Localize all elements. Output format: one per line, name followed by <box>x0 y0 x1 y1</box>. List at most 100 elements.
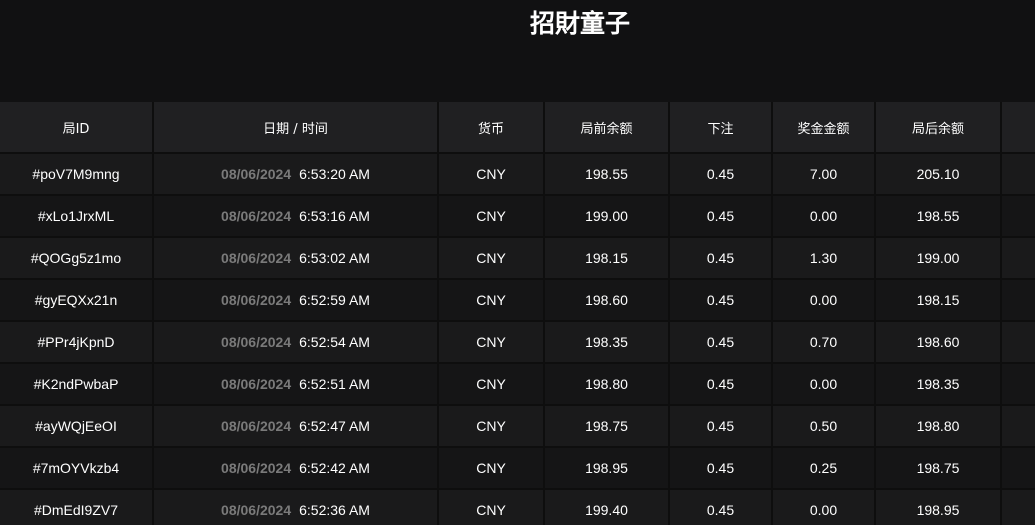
win-amount-cell: 0.00 <box>772 363 876 406</box>
win-amount-cell: 0.50 <box>772 405 876 448</box>
time: 6:52:54 AM <box>299 334 370 350</box>
round-id-cell: #7mOYVkzb4 <box>0 447 154 490</box>
extra-cell <box>1001 279 1035 322</box>
currency-cell: CNY <box>438 321 545 364</box>
time: 6:52:36 AM <box>299 502 370 518</box>
round-id-cell: #gyEQXx21n <box>0 279 154 322</box>
extra-cell <box>1001 195 1035 238</box>
balance-after-cell: 198.75 <box>875 447 1002 490</box>
bet-cell: 0.45 <box>669 153 773 196</box>
date: 08/06/2024 <box>221 460 292 476</box>
table-row[interactable]: #QOGg5z1mo 08/06/2024 6:53:02 AM CNY 198.15 0… <box>0 237 1035 280</box>
datetime-cell: 08/06/2024 6:53:20 AM <box>153 153 439 196</box>
time: 6:53:20 AM <box>299 166 370 182</box>
datetime-cell: 08/06/2024 6:52:42 AM <box>153 447 439 490</box>
history-table: 局ID 日期 / 时间 货币 局前余额 下注 奖金金额 局后余额 #poV7M9mng 08/… <box>0 102 1035 525</box>
currency-cell: CNY <box>438 195 545 238</box>
balance-after-cell: 199.00 <box>875 237 1002 280</box>
balance-before-cell: 199.40 <box>544 489 670 525</box>
time: 6:52:59 AM <box>299 292 370 308</box>
date: 08/06/2024 <box>221 502 292 518</box>
table-row[interactable]: #DmEdI9ZV7 08/06/2024 6:52:36 AM CNY 199.40 0… <box>0 489 1035 525</box>
datetime-cell: 08/06/2024 6:52:36 AM <box>153 489 439 525</box>
currency-cell: CNY <box>438 237 545 280</box>
round-id-cell: #ayWQjEeOI <box>0 405 154 448</box>
round-id-cell: #PPr4jKpnD <box>0 321 154 364</box>
balance-before-cell: 199.00 <box>544 195 670 238</box>
page-title: 招財童子 <box>529 9 630 38</box>
currency-cell: CNY <box>438 279 545 322</box>
date: 08/06/2024 <box>221 250 292 266</box>
column-header-datetime: 日期 / 时间 <box>153 102 439 154</box>
extra-cell <box>1001 405 1035 448</box>
datetime-cell: 08/06/2024 6:52:59 AM <box>153 279 439 322</box>
bet-cell: 0.45 <box>669 321 773 364</box>
date: 08/06/2024 <box>221 166 292 182</box>
win-amount-cell: 0.00 <box>772 279 876 322</box>
column-header-currency: 货币 <box>438 102 545 154</box>
page-header: 招財童子 <box>0 0 1035 102</box>
balance-after-cell: 198.55 <box>875 195 1002 238</box>
bet-cell: 0.45 <box>669 195 773 238</box>
datetime-cell: 08/06/2024 6:52:47 AM <box>153 405 439 448</box>
balance-after-cell: 198.95 <box>875 489 1002 525</box>
table-row[interactable]: #ayWQjEeOI 08/06/2024 6:52:47 AM CNY 198.75 0… <box>0 405 1035 448</box>
balance-before-cell: 198.80 <box>544 363 670 406</box>
column-header-balance-after: 局后余额 <box>875 102 1002 154</box>
bet-cell: 0.45 <box>669 405 773 448</box>
round-id-cell: #poV7M9mng <box>0 153 154 196</box>
win-amount-cell: 0.25 <box>772 447 876 490</box>
round-id-cell: #QOGg5z1mo <box>0 237 154 280</box>
currency-cell: CNY <box>438 363 545 406</box>
currency-cell: CNY <box>438 153 545 196</box>
datetime-cell: 08/06/2024 6:52:54 AM <box>153 321 439 364</box>
win-amount-cell: 0.00 <box>772 195 876 238</box>
balance-after-cell: 198.35 <box>875 363 1002 406</box>
datetime-cell: 08/06/2024 6:53:02 AM <box>153 237 439 280</box>
date: 08/06/2024 <box>221 376 292 392</box>
table-row[interactable]: #poV7M9mng 08/06/2024 6:53:20 AM CNY 198.55 0… <box>0 153 1035 196</box>
round-id-cell: #DmEdI9ZV7 <box>0 489 154 525</box>
table-row[interactable]: #xLo1JrxML 08/06/2024 6:53:16 AM CNY 199.00 0… <box>0 195 1035 238</box>
extra-cell <box>1001 489 1035 525</box>
bet-cell: 0.45 <box>669 363 773 406</box>
datetime-cell: 08/06/2024 6:53:16 AM <box>153 195 439 238</box>
table-row[interactable]: #K2ndPwbaP 08/06/2024 6:52:51 AM CNY 198.80 0… <box>0 363 1035 406</box>
column-header-balance-before: 局前余额 <box>544 102 670 154</box>
time: 6:52:47 AM <box>299 418 370 434</box>
win-amount-cell: 1.30 <box>772 237 876 280</box>
bet-cell: 0.45 <box>669 447 773 490</box>
balance-before-cell: 198.75 <box>544 405 670 448</box>
currency-cell: CNY <box>438 489 545 525</box>
balance-before-cell: 198.55 <box>544 153 670 196</box>
balance-before-cell: 198.60 <box>544 279 670 322</box>
table-row[interactable]: #7mOYVkzb4 08/06/2024 6:52:42 AM CNY 198.95 0… <box>0 447 1035 490</box>
balance-after-cell: 198.15 <box>875 279 1002 322</box>
extra-cell <box>1001 363 1035 406</box>
extra-cell <box>1001 153 1035 196</box>
round-id-cell: #xLo1JrxML <box>0 195 154 238</box>
extra-cell <box>1001 237 1035 280</box>
table-row[interactable]: #gyEQXx21n 08/06/2024 6:52:59 AM CNY 198.60 0… <box>0 279 1035 322</box>
balance-before-cell: 198.95 <box>544 447 670 490</box>
column-header-round-id: 局ID <box>0 102 154 154</box>
extra-cell <box>1001 447 1035 490</box>
date: 08/06/2024 <box>221 334 292 350</box>
balance-after-cell: 198.60 <box>875 321 1002 364</box>
date: 08/06/2024 <box>221 208 292 224</box>
round-id-cell: #K2ndPwbaP <box>0 363 154 406</box>
column-header-win-amount: 奖金金额 <box>772 102 876 154</box>
win-amount-cell: 0.00 <box>772 489 876 525</box>
time: 6:52:42 AM <box>299 460 370 476</box>
balance-after-cell: 198.80 <box>875 405 1002 448</box>
time: 6:52:51 AM <box>299 376 370 392</box>
time: 6:53:02 AM <box>299 250 370 266</box>
bet-cell: 0.45 <box>669 489 773 525</box>
column-header-bet: 下注 <box>669 102 773 154</box>
table-row[interactable]: #PPr4jKpnD 08/06/2024 6:52:54 AM CNY 198.35 0… <box>0 321 1035 364</box>
win-amount-cell: 7.00 <box>772 153 876 196</box>
extra-cell <box>1001 321 1035 364</box>
balance-after-cell: 205.10 <box>875 153 1002 196</box>
date: 08/06/2024 <box>221 418 292 434</box>
balance-before-cell: 198.15 <box>544 237 670 280</box>
